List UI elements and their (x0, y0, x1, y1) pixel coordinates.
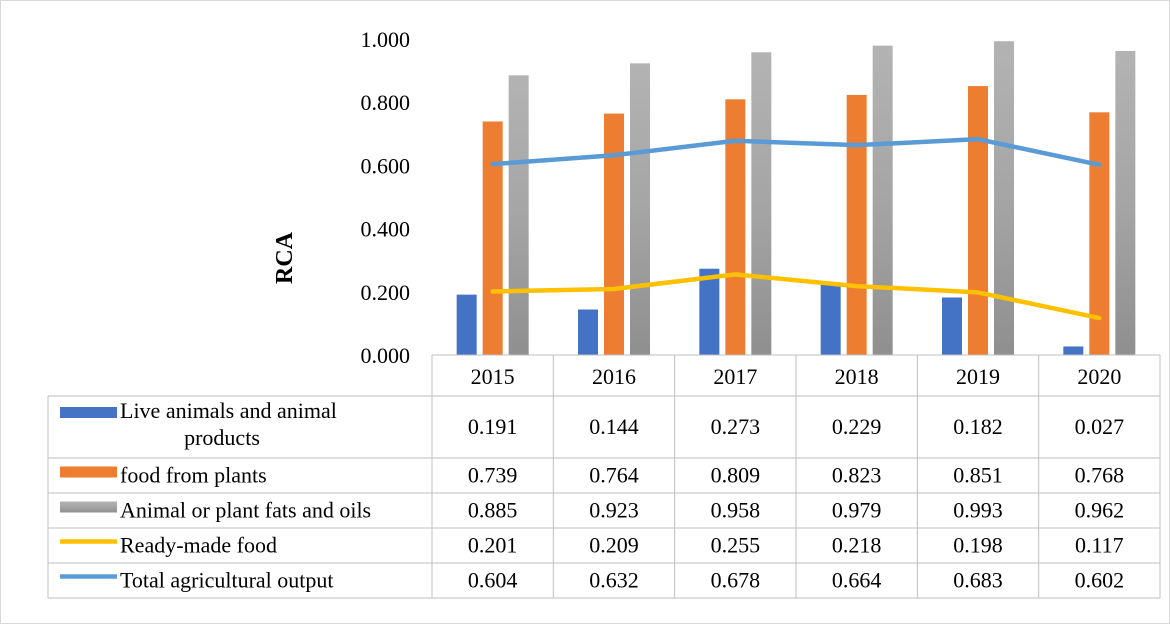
bar-live-animals-and-animal-products-2016 (578, 309, 598, 355)
bar-live-animals-and-animal-products-2015 (456, 294, 477, 355)
table-cell-animal-or-plant-fats-and-oils-2016: 0.923 (589, 498, 639, 523)
table-cell-animal-or-plant-fats-and-oils-2020: 0.962 (1075, 498, 1125, 523)
y-tick-label: 0.400 (361, 217, 411, 242)
x-tick-label: 2018 (835, 364, 879, 389)
x-tick-label: 2017 (713, 364, 757, 389)
bar-animal-or-plant-fats-and-oils-2017 (751, 52, 772, 355)
y-tick-label: 0.000 (361, 343, 411, 368)
bars (456, 41, 1136, 356)
table-cell-total-agricultural-output-2017: 0.678 (711, 568, 761, 593)
y-axis-label: RCA (272, 231, 298, 284)
table-cell-live-animals-and-animal-products-2020: 0.027 (1075, 414, 1125, 439)
bar-animal-or-plant-fats-and-oils-2015 (508, 75, 529, 355)
bar-animal-or-plant-fats-and-oils-2019 (994, 41, 1014, 355)
y-tick-label: 0.200 (361, 280, 411, 305)
table-cell-live-animals-and-animal-products-2016: 0.144 (589, 414, 639, 439)
bar-live-animals-and-animal-products-2020 (1063, 346, 1084, 355)
table-cell-ready-made-food-2015: 0.201 (468, 533, 518, 558)
bar-food-from-plants-2016 (604, 113, 624, 356)
y-tick-label: 0.600 (361, 153, 411, 178)
lines (490, 136, 1102, 321)
bar-food-from-plants-2018 (846, 94, 867, 355)
line-ready-made-food (490, 272, 1102, 321)
table-cell-total-agricultural-output-2019: 0.683 (953, 568, 1003, 593)
table-cell-total-agricultural-output-2016: 0.632 (589, 568, 639, 593)
data-table: 2015 2016 2017 2018 2019 2020 Live animals and… (47, 354, 1161, 599)
x-tick-label: 2019 (956, 364, 1000, 389)
table-cell-total-agricultural-output-2015: 0.604 (468, 568, 518, 593)
table-cell-animal-or-plant-fats-and-oils-2015: 0.885 (468, 498, 518, 523)
legend-label-live-animals-and-animal-products: Live animals and animal products (120, 398, 337, 450)
y-tick-label: 0.800 (361, 90, 411, 115)
bar-food-from-plants-2020 (1089, 112, 1110, 355)
bar-food-from-plants-2015 (482, 121, 503, 355)
table-cell-live-animals-and-animal-products-2015: 0.191 (468, 414, 518, 439)
table-cell-food-from-plants-2017: 0.809 (711, 463, 761, 488)
line-total-agricultural-output (490, 136, 1102, 168)
x-tick-label: 2016 (592, 364, 636, 389)
table-cell-food-from-plants-2020: 0.768 (1075, 463, 1125, 488)
table-cell-animal-or-plant-fats-and-oils-2019: 0.993 (953, 498, 1003, 523)
table-cell-live-animals-and-animal-products-2019: 0.182 (953, 414, 1003, 439)
table-cell-food-from-plants-2018: 0.823 (832, 463, 882, 488)
y-tick-label: 1.000 (361, 27, 411, 52)
legend-label-ready-made-food: Ready-made food (120, 533, 277, 558)
bar-animal-or-plant-fats-and-oils-2016 (630, 63, 650, 355)
bar-food-from-plants-2019 (968, 86, 988, 356)
table-cell-live-animals-and-animal-products-2018: 0.229 (832, 414, 882, 439)
table-cell-food-from-plants-2016: 0.764 (589, 463, 639, 488)
legend-label-food-from-plants: food from plants (120, 463, 267, 488)
table-cell-ready-made-food-2016: 0.209 (589, 533, 639, 558)
legend-label-animal-or-plant-fats-and-oils: Animal or plant fats and oils (120, 498, 371, 523)
legend-label-total-agricultural-output: Total agricultural output (120, 568, 334, 593)
bar-live-animals-and-animal-products-2019 (942, 297, 962, 355)
table-cell-total-agricultural-output-2018: 0.664 (832, 568, 882, 593)
legend-key-food-from-plants (60, 466, 117, 478)
x-tick-label: 2020 (1077, 364, 1121, 389)
table-cell-ready-made-food-2017: 0.255 (711, 533, 761, 558)
bar-animal-or-plant-fats-and-oils-2020 (1115, 51, 1136, 356)
y-axis: 0.000 0.200 0.400 0.600 0.800 1.000 (361, 27, 411, 368)
bar-food-from-plants-2017 (725, 99, 746, 355)
bar-live-animals-and-animal-products-2018 (820, 282, 841, 355)
table-cell-food-from-plants-2015: 0.739 (468, 463, 518, 488)
table-cell-food-from-plants-2019: 0.851 (953, 463, 1003, 488)
x-tick-label: 2015 (471, 364, 515, 389)
bar-live-animals-and-animal-products-2017 (699, 268, 720, 355)
table-cell-ready-made-food-2018: 0.218 (832, 533, 882, 558)
legend-key-live-animals-and-animal-products (60, 407, 117, 418)
table-cell-live-animals-and-animal-products-2017: 0.273 (711, 414, 761, 439)
table-cell-ready-made-food-2019: 0.198 (953, 533, 1003, 558)
legend-key-animal-or-plant-fats-and-oils (60, 501, 117, 513)
table-cell-animal-or-plant-fats-and-oils-2017: 0.958 (711, 498, 761, 523)
table-cell-ready-made-food-2020: 0.117 (1075, 533, 1124, 558)
bar-animal-or-plant-fats-and-oils-2018 (872, 45, 893, 356)
table-cell-animal-or-plant-fats-and-oils-2018: 0.979 (832, 498, 882, 523)
table-cell-total-agricultural-output-2020: 0.602 (1075, 568, 1125, 593)
